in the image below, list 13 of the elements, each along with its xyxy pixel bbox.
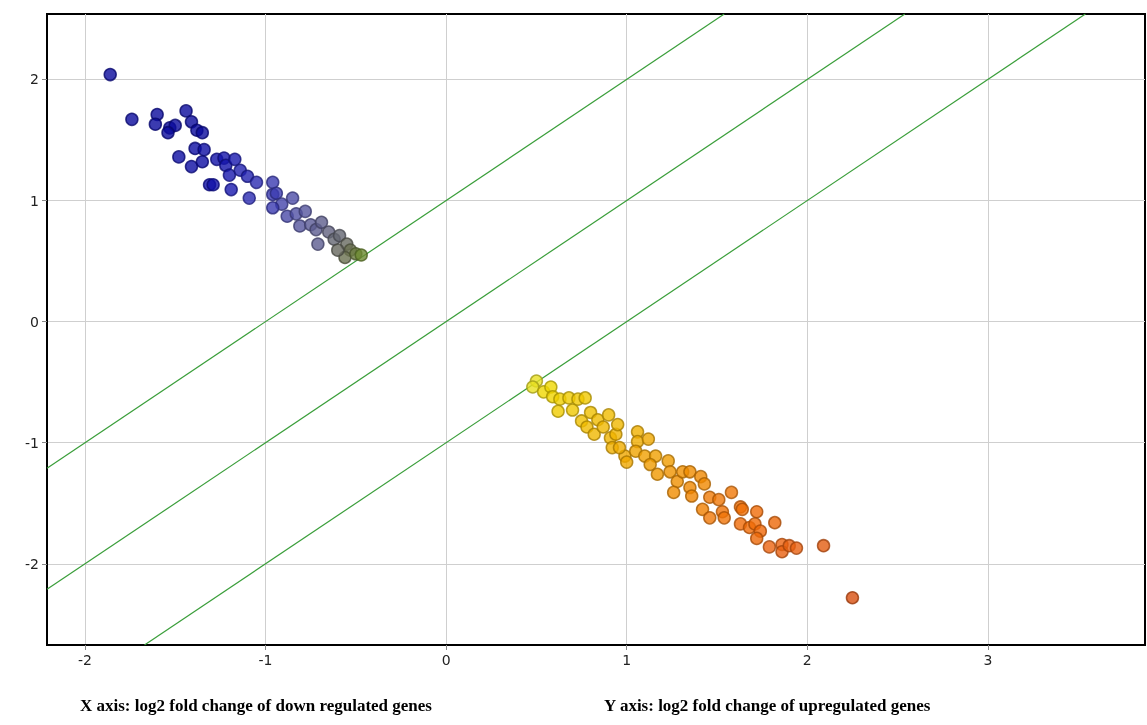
x-tick-label: 1 [622, 652, 632, 668]
y-tick-label: 1 [30, 192, 39, 209]
y-tick-label: 2 [30, 71, 39, 88]
text: Y axis: log2 fold change of upregulated genes [604, 696, 931, 715]
text: X axis: log2 fold change of down regulated genes [80, 696, 433, 715]
x-tick-label: -1 [258, 652, 273, 668]
x-tick-label: 0 [441, 652, 451, 668]
y-tick-label: -2 [25, 555, 39, 572]
x-tick-label: 3 [983, 652, 993, 668]
y-tick-label: -1 [25, 434, 39, 451]
x-tick-label: 2 [802, 652, 812, 668]
y-tick-label: 0 [30, 313, 39, 330]
x-tick-label: -2 [77, 652, 92, 668]
